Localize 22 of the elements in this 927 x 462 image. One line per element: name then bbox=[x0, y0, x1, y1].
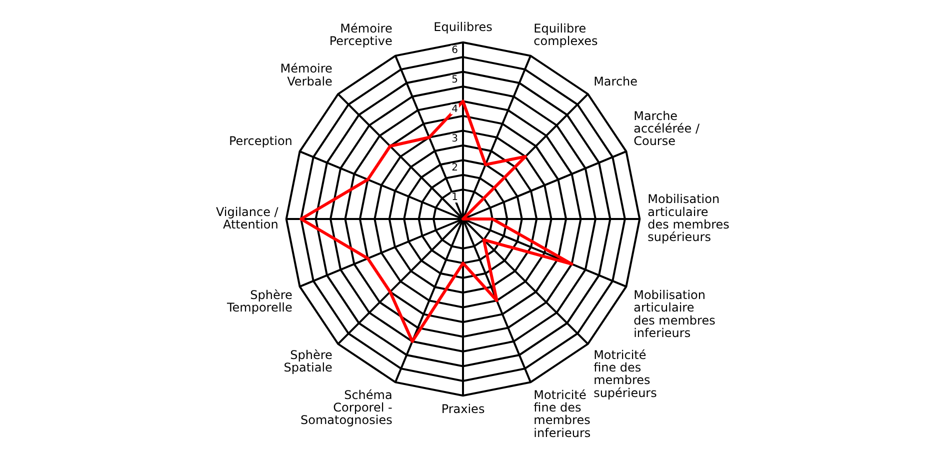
y-tick-label: 2 bbox=[452, 162, 458, 174]
y-tick-label: 5 bbox=[452, 74, 458, 86]
spoke-label: Mobilisation articulaire des membres supérieurs bbox=[648, 192, 730, 244]
spoke-label: Equilibres bbox=[434, 20, 492, 34]
spoke-label: Sphère Temporelle bbox=[226, 288, 292, 315]
spoke-label: Mémoire Perceptive bbox=[329, 22, 392, 48]
spoke-label: Motricité fine des membres supérieurs bbox=[594, 348, 657, 400]
spoke-label: Mobilisation articulaire des membres inferieurs bbox=[634, 288, 716, 340]
spoke-label: Praxies bbox=[441, 402, 485, 416]
spoke-label: Perception bbox=[228, 134, 292, 148]
spoke-label: Marche accélérée / Course bbox=[634, 108, 700, 148]
spoke-label: Marche bbox=[594, 74, 638, 88]
spoke-label: Schéma Corporel - Somatognosies bbox=[300, 388, 392, 428]
y-tick-label: 6 bbox=[452, 44, 458, 56]
spoke-label: Vigilance / Attention bbox=[216, 204, 280, 232]
spoke-label: Sphère Spatiale bbox=[284, 348, 332, 375]
y-tick-label: 4 bbox=[452, 104, 458, 115]
spoke-label: Equilibre complexes bbox=[534, 22, 598, 48]
spoke-label: Motricité fine des membres inferieurs bbox=[534, 388, 591, 440]
y-tick-label: 3 bbox=[452, 133, 458, 144]
y-tick-label: 1 bbox=[452, 192, 458, 204]
spoke-label: Mémoire Verbale bbox=[280, 62, 332, 88]
